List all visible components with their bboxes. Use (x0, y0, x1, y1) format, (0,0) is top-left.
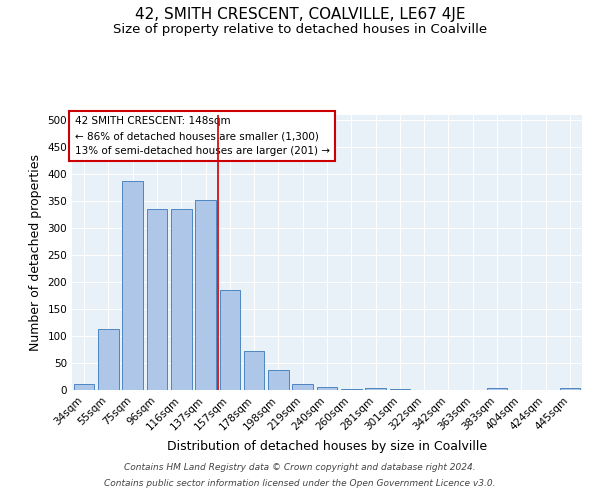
Bar (292, 384, 313, 390)
Bar (365, 388, 386, 390)
Bar (74, 384, 94, 390)
Bar (98, 329, 119, 390)
Text: Contains public sector information licensed under the Open Government Licence v3: Contains public sector information licen… (104, 478, 496, 488)
Text: 42, SMITH CRESCENT, COALVILLE, LE67 4JE: 42, SMITH CRESCENT, COALVILLE, LE67 4JE (135, 8, 465, 22)
Text: Contains HM Land Registry data © Crown copyright and database right 2024.: Contains HM Land Registry data © Crown c… (124, 464, 476, 472)
Bar (195, 200, 216, 390)
Bar (244, 350, 265, 390)
Bar (317, 387, 337, 390)
Bar (487, 388, 508, 390)
Bar (560, 388, 580, 390)
Bar (146, 210, 167, 390)
Text: Size of property relative to detached houses in Coalville: Size of property relative to detached ho… (113, 22, 487, 36)
Bar (171, 210, 191, 390)
Bar (389, 389, 410, 390)
Bar (341, 389, 362, 390)
Bar (268, 370, 289, 390)
Bar (122, 182, 143, 390)
X-axis label: Distribution of detached houses by size in Coalville: Distribution of detached houses by size … (167, 440, 487, 453)
Y-axis label: Number of detached properties: Number of detached properties (29, 154, 42, 351)
Text: 42 SMITH CRESCENT: 148sqm
← 86% of detached houses are smaller (1,300)
13% of se: 42 SMITH CRESCENT: 148sqm ← 86% of detac… (74, 116, 329, 156)
Bar (220, 290, 240, 390)
